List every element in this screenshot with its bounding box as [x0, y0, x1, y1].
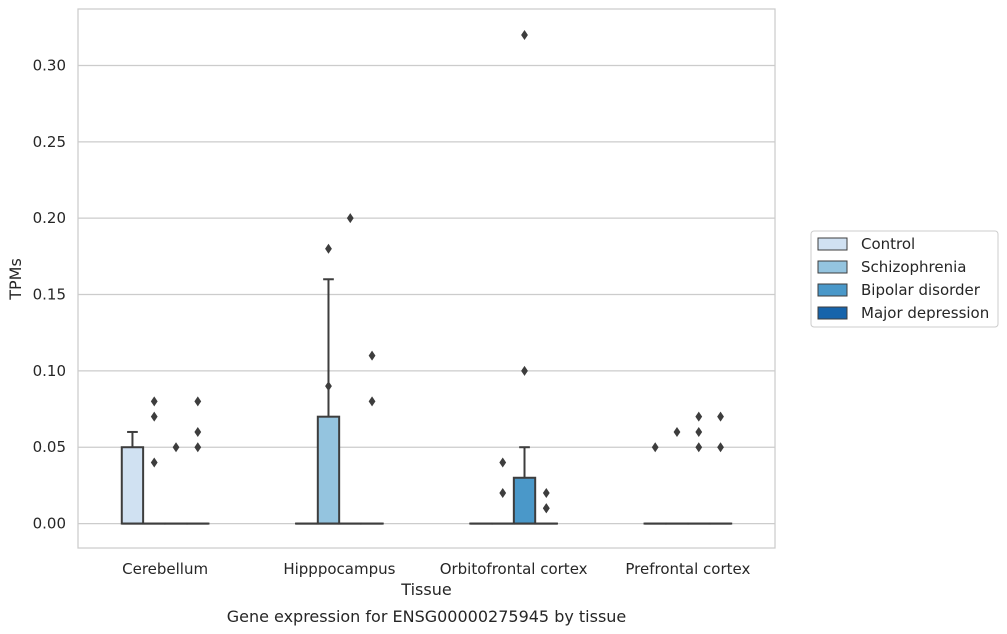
legend: Control Schizophrenia Bipolar disorder Majo…	[810, 230, 999, 328]
y-tick-label: 0.25	[33, 133, 66, 151]
outlier-point	[695, 426, 703, 437]
outlier-point	[194, 426, 202, 437]
outlier-point	[695, 411, 703, 422]
legend-swatch	[817, 237, 848, 251]
outlier-point	[717, 411, 724, 422]
x-tick-label: Prefrontal cortex	[625, 560, 750, 578]
x-axis-ticks: Cerebellum Hipppocampus Orbitofrontal cort…	[122, 560, 750, 578]
x-tick-label: Hipppocampus	[283, 560, 395, 578]
x-axis-label: Tissue	[400, 580, 451, 599]
outlier-point	[194, 396, 202, 407]
outlier-point	[194, 442, 202, 453]
outlier-point	[368, 396, 376, 407]
y-axis-label: TPMs	[6, 258, 25, 301]
box-bipolar-disorder	[512, 446, 537, 525]
plot-area	[77, 8, 776, 549]
grid-lines	[78, 64, 775, 525]
y-tick-label: 0.20	[33, 209, 66, 227]
outlier-point	[150, 457, 158, 468]
outlier-point	[172, 442, 180, 453]
y-axis-ticks: 0.00 0.05 0.10 0.15 0.20 0.25 0.30	[33, 56, 66, 532]
outlier-point	[325, 243, 332, 254]
legend-swatch	[817, 283, 848, 297]
y-tick-label: 0.10	[33, 362, 66, 380]
outliers	[150, 29, 724, 514]
legend-label: Control	[861, 235, 915, 253]
box-body	[316, 415, 341, 525]
outlier-point	[695, 442, 703, 453]
box-schizophrenia	[316, 278, 341, 525]
boxes	[120, 278, 733, 525]
chart-caption: Gene expression for ENSG00000275945 by t…	[227, 607, 627, 626]
outlier-point	[150, 411, 158, 422]
box-body	[120, 446, 145, 525]
outlier-point	[521, 365, 528, 376]
outlier-point	[499, 457, 507, 468]
outlier-point	[651, 442, 659, 453]
outlier-point	[325, 381, 332, 392]
outlier-point	[346, 213, 354, 224]
outlier-point	[542, 503, 550, 514]
box-body	[512, 476, 537, 525]
outlier-point	[542, 488, 550, 499]
y-tick-label: 0.05	[33, 438, 66, 456]
legend-swatch	[817, 260, 848, 274]
outlier-point	[717, 442, 724, 453]
y-tick-label: 0.15	[33, 286, 66, 304]
legend-label: Bipolar disorder	[861, 281, 981, 299]
x-tick-label: Orbitofrontal cortex	[440, 560, 588, 578]
legend-items: Control Schizophrenia Bipolar disorder Majo…	[817, 235, 989, 322]
box-control	[120, 430, 145, 525]
legend-frame	[810, 230, 999, 328]
x-tick-label: Cerebellum	[122, 560, 208, 578]
legend-swatch	[817, 306, 848, 320]
legend-label: Schizophrenia	[861, 258, 966, 276]
outlier-point	[521, 29, 528, 40]
y-tick-label: 0.00	[33, 515, 66, 533]
outlier-point	[499, 488, 507, 499]
outlier-point	[368, 350, 376, 361]
y-tick-label: 0.30	[33, 56, 66, 74]
outlier-point	[673, 426, 681, 437]
legend-label: Major depression	[861, 304, 989, 322]
outlier-point	[150, 396, 158, 407]
